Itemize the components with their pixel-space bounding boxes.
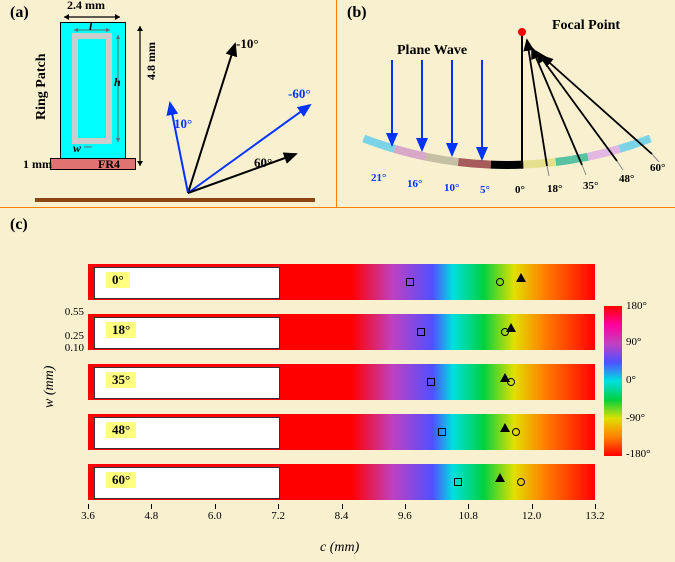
arc-deg-35: 35°: [583, 180, 598, 192]
marker-square: [417, 328, 425, 336]
arc-segment: [523, 162, 555, 165]
arc-deg-21: 21°: [371, 172, 386, 184]
x-axis-label: c (mm): [320, 540, 359, 556]
arc-deg-60: 60°: [650, 162, 665, 174]
heatmap-strip: 35°: [88, 364, 595, 400]
ytick-0p10: 0.10: [54, 342, 84, 354]
arrow-label-m10: -10°: [236, 36, 259, 52]
heatmap-strip: 18°: [88, 314, 595, 350]
x-tick-label: 9.6: [398, 510, 412, 522]
arrow-label-p60: 60°: [254, 155, 272, 171]
x-tick-label: 10.8: [459, 510, 478, 522]
marker-triangle: [495, 473, 505, 482]
arc-deg-5: 5°: [480, 184, 490, 196]
cbar-180: 180°: [626, 300, 647, 312]
strip-angle-label: 35°: [106, 372, 136, 388]
x-tick-label: 7.2: [271, 510, 285, 522]
x-tick-label: 13.2: [585, 510, 604, 522]
figure: { "colors": { "page_bg": "#f9f0d0", "pan…: [0, 0, 675, 562]
heatmap-strip: 0°: [88, 264, 595, 300]
ytick-0p55: 0.55: [54, 306, 84, 318]
x-tick-label: 4.8: [145, 510, 159, 522]
panel-c: (c) w (mm) 0° 18° 35° 48° 60° 3.6 4.8 6.0 7.2 8.4…: [0, 208, 675, 562]
marker-triangle: [500, 373, 510, 382]
marker-square: [438, 428, 446, 436]
strip-angle-label: 18°: [106, 322, 136, 338]
arrow-label-p10: 10°: [174, 116, 192, 132]
x-tick-label: 8.4: [335, 510, 349, 522]
marker-square: [406, 278, 414, 286]
heatmap-strip: 48°: [88, 414, 595, 450]
marker-square: [454, 478, 462, 486]
marker-triangle: [500, 423, 510, 432]
arc-deg-10: 10°: [444, 182, 459, 194]
panel-c-label: (c): [10, 216, 28, 234]
marker-square: [427, 378, 435, 386]
arc-deg-16: 16°: [407, 178, 422, 190]
marker-circle: [496, 278, 504, 286]
x-tick-label: 6.0: [208, 510, 222, 522]
x-tick-label: 3.6: [81, 510, 95, 522]
reflection-arrows: [0, 0, 337, 208]
arc-segment: [364, 138, 395, 148]
arc-segment: [458, 162, 490, 165]
ytick-0p25: 0.25: [54, 330, 84, 342]
y-axis-label-text: w (mm): [42, 366, 57, 408]
panel-a: (a) 2.4 mm 4.8 mm Ring Patch l: [0, 0, 337, 208]
arc-segment: [588, 149, 620, 157]
strip-angle-label: 0°: [106, 272, 130, 288]
strip-angle-label: 48°: [106, 422, 136, 438]
y-axis-label: w (mm): [42, 366, 58, 408]
marker-circle: [517, 478, 525, 486]
cbar-m90: -90°: [626, 412, 645, 424]
x-axis-label-text: c (mm): [320, 540, 359, 555]
focal-point-label: Focal Point: [552, 18, 620, 34]
arc-deg-0: 0°: [515, 184, 525, 196]
cbar-m180: -180°: [626, 448, 651, 460]
x-tick-label: 12.0: [522, 510, 541, 522]
arc-segment: [395, 149, 427, 157]
colorbar: [604, 306, 622, 456]
heatmap-strip: 60°: [88, 464, 595, 500]
chart-area: 0°18°35°48°60°3.64.86.07.28.49.610.812.0…: [88, 264, 595, 524]
marker-triangle: [506, 323, 516, 332]
cbar-90: 90°: [626, 336, 641, 348]
arc-deg-48: 48°: [619, 173, 634, 185]
arc-deg-18: 18°: [547, 183, 562, 195]
panel-b: (b) Plane Wave Focal Point: [337, 0, 675, 208]
arrow-label-m60: -60°: [288, 86, 311, 102]
arc-segment: [556, 157, 588, 162]
marker-circle: [512, 428, 520, 436]
marker-triangle: [516, 273, 526, 282]
plane-wave-label: Plane Wave: [397, 43, 467, 59]
cbar-0: 0°: [626, 374, 636, 386]
arc-segment: [426, 157, 458, 162]
strip-angle-label: 60°: [106, 472, 136, 488]
